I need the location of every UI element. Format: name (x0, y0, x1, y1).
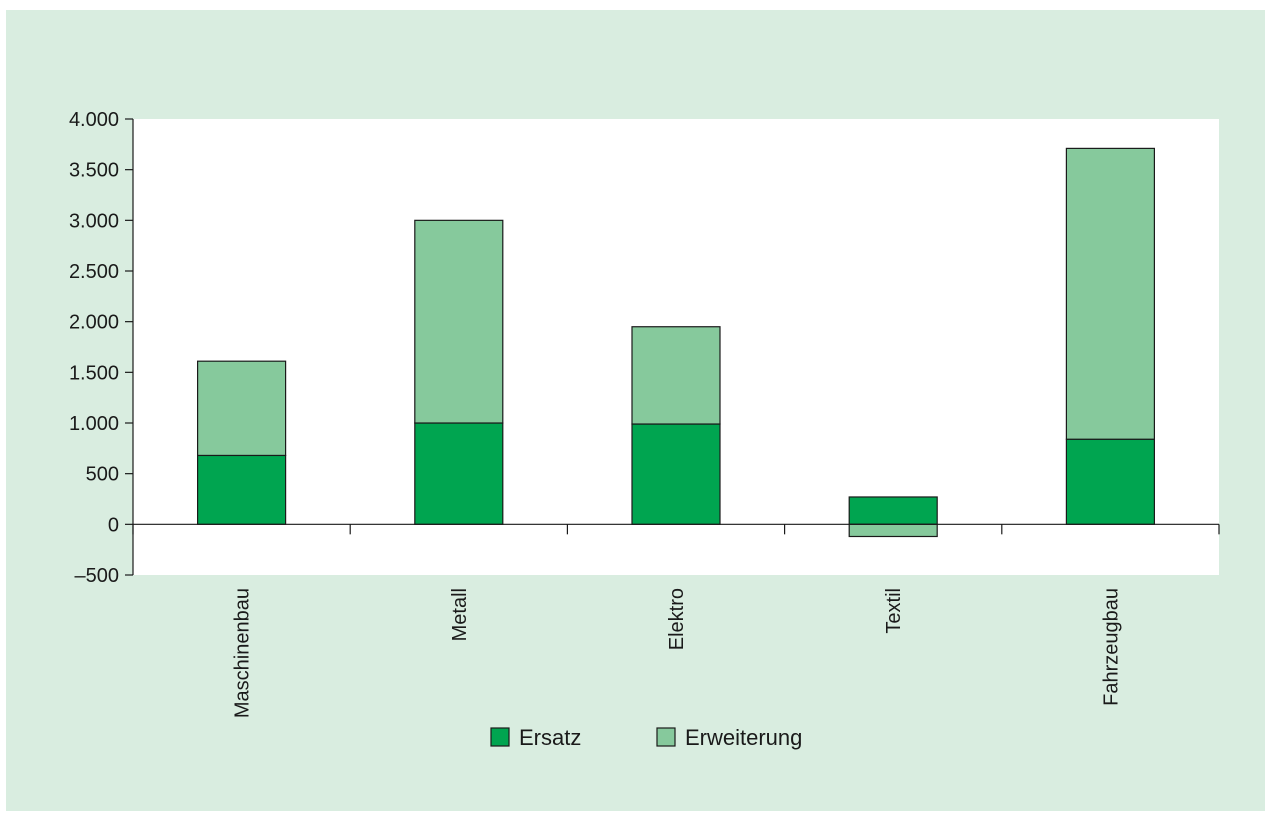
legend-label-erweiterung: Erweiterung (685, 725, 802, 750)
x-category-label: Maschinenbau (232, 588, 254, 718)
bars-group (197, 147, 1156, 538)
x-category-label: Elektro (666, 588, 688, 650)
y-tick-label: 1.500 (69, 362, 119, 384)
bar-erweiterung-maschinenbau (197, 360, 287, 457)
legend-swatch-erweiterung (656, 727, 676, 747)
bar-ersatz-fahrzeugbau (1065, 438, 1156, 525)
bar-ersatz-maschinenbau (197, 454, 287, 525)
y-tick-label: 3.500 (69, 160, 119, 182)
y-tick-label: 4.000 (69, 109, 119, 131)
x-category-label: Textil (883, 588, 905, 634)
bar-erweiterung-elektro (631, 326, 721, 425)
y-tick-label: 1.000 (69, 413, 119, 435)
y-tick-label: 500 (86, 464, 119, 486)
chart-frame: –500 0 500 1.000 1.500 2.000 2.500 3.000 3.500 4.… (6, 10, 1265, 811)
y-tick-label: 3.000 (69, 210, 119, 232)
axes-group (132, 119, 1220, 575)
bar-ersatz-metall (414, 422, 504, 525)
bar-ersatz-textil (848, 496, 938, 525)
x-category-label: Fahrzeugbau (1100, 588, 1122, 706)
x-labels-group: Maschinenbau Metall Elektro Textil Fahrzeugb… (232, 588, 1123, 718)
y-ticks-group: –500 0 500 1.000 1.500 2.000 2.500 3.000 3.500 4.… (69, 109, 133, 587)
x-category-label: Metall (449, 588, 471, 641)
y-tick-label: 0 (108, 514, 119, 536)
bar-erweiterung-fahrzeugbau (1065, 147, 1156, 440)
bar-erweiterung-metall (414, 219, 504, 424)
y-tick-label: –500 (75, 565, 120, 587)
legend-label-ersatz: Ersatz (519, 725, 581, 750)
y-tick-label: 2.500 (69, 261, 119, 283)
bar-erweiterung-textil (848, 523, 938, 538)
legend-swatch-ersatz (490, 727, 510, 747)
legend: Ersatz Erweiterung (490, 725, 802, 750)
stacked-bar-chart: –500 0 500 1.000 1.500 2.000 2.500 3.000 3.500 4.… (69, 109, 1220, 750)
bar-ersatz-elektro (631, 423, 721, 525)
y-tick-label: 2.000 (69, 312, 119, 334)
